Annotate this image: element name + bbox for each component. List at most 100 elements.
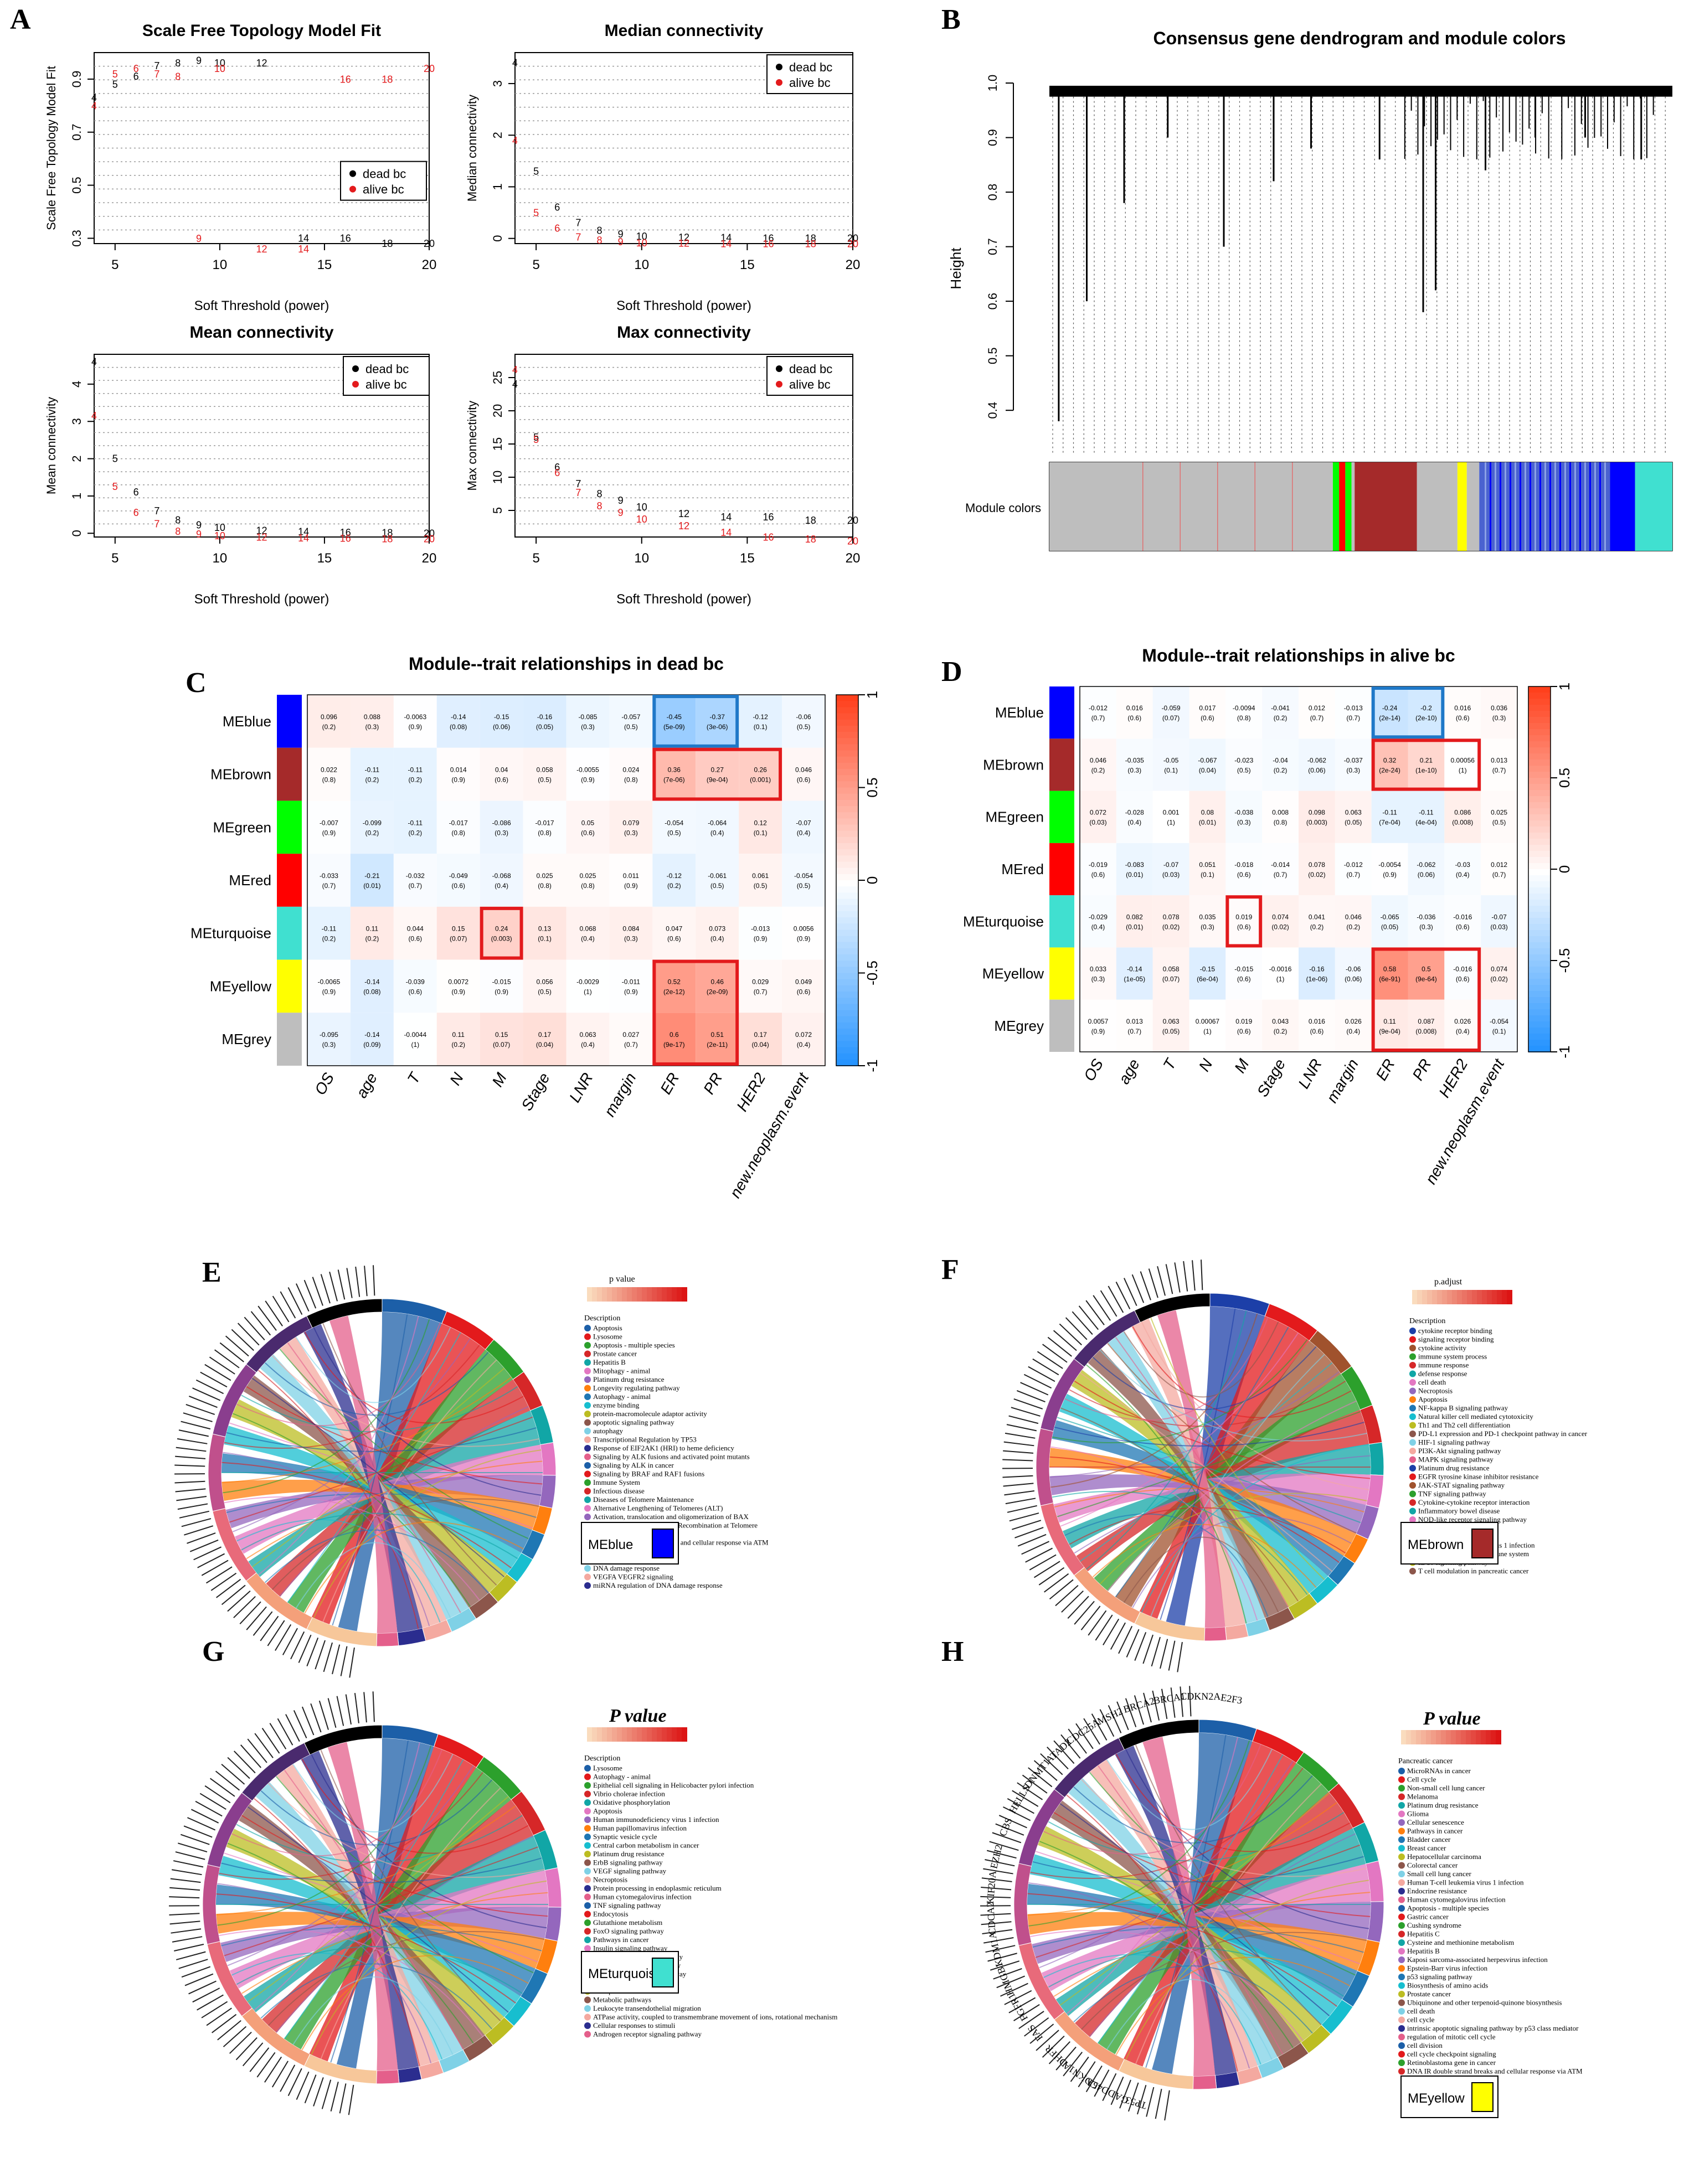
cell-pvalue: (0.6) <box>797 776 811 784</box>
chord-ribbon <box>287 1349 513 1613</box>
y-axis-label: Max connectivity <box>465 401 479 491</box>
column-label: OS <box>1080 1056 1106 1084</box>
gene-label-mark <box>217 2020 241 2041</box>
gene-label-mark <box>1005 1432 1036 1439</box>
point-dead-bc: 20 <box>424 528 435 539</box>
cell-pvalue: (0.3) <box>365 723 379 731</box>
gene-label-mark <box>1124 1278 1137 1307</box>
colorbar-step <box>1528 918 1551 925</box>
point-alive-bc: 12 <box>678 520 689 531</box>
gene-label-mark <box>206 2007 232 2026</box>
chord-thread <box>236 1815 523 1863</box>
point-dead-bc: 8 <box>596 488 602 499</box>
gene-label-mark <box>1033 1561 1060 1578</box>
pvalue-legend-step <box>1447 1290 1453 1304</box>
gene-label-mark <box>992 1832 1022 1844</box>
gene-label-mark <box>1005 1498 1036 1505</box>
term-legend-marker <box>584 1945 591 1952</box>
gene-label-mark <box>212 2013 237 2033</box>
gene-label-mark <box>210 1572 237 1591</box>
gene-label-mark <box>1042 1344 1068 1363</box>
cell-value: -0.011 <box>622 978 640 985</box>
point-dead-bc: 9 <box>196 519 202 530</box>
heatmap-cell <box>350 747 394 801</box>
chord-thread <box>1079 1372 1333 1572</box>
term-legend-marker <box>1409 1465 1416 1472</box>
y-tick-label: 3 <box>70 418 84 425</box>
gene-label-mark <box>1009 1512 1039 1522</box>
heatmap-cell <box>1299 791 1335 843</box>
x-axis-label: Soft Threshold (power) <box>194 298 329 313</box>
gene-label-mark <box>169 1920 200 1925</box>
cell-value: 0.08 <box>1201 809 1214 817</box>
cell-pvalue: (0.07) <box>1162 975 1180 983</box>
point-dead-bc: 12 <box>256 525 267 536</box>
heatmap-cell <box>1408 999 1445 1052</box>
cell-pvalue: (0.3) <box>322 1041 336 1049</box>
gene-label-mark <box>1183 1261 1188 1292</box>
cell-value: -0.0094 <box>1233 704 1255 712</box>
gene-label-mark <box>981 1877 1012 1882</box>
cell-value: -0.064 <box>708 819 727 827</box>
cell-value: -0.37 <box>710 713 725 721</box>
term-legend-label: Small cell lung cancer <box>1407 1870 1472 1878</box>
module-color-bar <box>1049 843 1074 896</box>
gene-label-mark <box>1136 2085 1147 2115</box>
heatmap-cell <box>480 854 523 907</box>
gene-label-mark <box>982 1929 1013 1935</box>
chord-thread <box>222 1462 512 1569</box>
heatmap-cell <box>393 747 437 801</box>
pvalue-legend-step <box>1436 1730 1441 1744</box>
cell-pvalue: (0.04) <box>1199 766 1216 774</box>
pvalue-legend-step <box>652 1287 657 1302</box>
row-label: MEturquoise <box>190 925 271 942</box>
term-legend-label: FoxO signaling pathway <box>593 1927 664 1935</box>
heatmap-cell <box>1080 791 1116 843</box>
pvalue-legend-step <box>1507 1290 1512 1304</box>
chord-ribbon <box>231 1399 507 1593</box>
cell-pvalue: (0.1) <box>754 723 768 731</box>
cell-pvalue: (0.9) <box>797 935 811 943</box>
colorbar-step <box>836 701 858 708</box>
term-legend-label: Cellular senescence <box>1407 1818 1464 1826</box>
pvalue-legend-step <box>1452 1290 1458 1304</box>
gene-label-mark <box>1085 2065 1103 2093</box>
row-label: MEblue <box>995 704 1044 721</box>
gene-label-mark <box>192 1387 221 1401</box>
chord-ribbon <box>224 1426 522 1574</box>
chord-ribbon <box>260 1354 469 1620</box>
chord-thread <box>1050 1446 1258 1621</box>
gene-label-mark <box>1020 1382 1049 1396</box>
heatmap-cell <box>782 695 825 748</box>
cell-value: -0.041 <box>1271 704 1290 712</box>
term-legend-label: immune system process <box>1418 1352 1487 1361</box>
gene-label-mark <box>227 1757 250 1779</box>
gene-label-mark <box>298 1634 312 1663</box>
legend-marker <box>349 185 356 193</box>
heatmap-D: Module--trait relationships in alive bcM… <box>963 646 1573 1187</box>
cell-pvalue: (0.8) <box>538 882 552 890</box>
cell-value: 0.058 <box>537 766 553 774</box>
chart-title: Module--trait relationships in dead bc <box>409 654 724 674</box>
term-legend-marker <box>1398 1999 1405 2006</box>
point-alive-bc: 5 <box>112 481 118 492</box>
term-legend-marker <box>1409 1413 1416 1420</box>
cell-value: 0.15 <box>495 1031 508 1039</box>
point-dead-bc: 18 <box>382 528 393 539</box>
heatmap-C: Module--trait relationships in dead bc ME… <box>190 654 880 1201</box>
point-dead-bc: 7 <box>575 218 581 229</box>
term-legend-label: intrinsic apoptotic signaling pathway by… <box>1407 2024 1579 2032</box>
cell-value: -0.007 <box>320 819 338 827</box>
term-legend-label: p53 signaling pathway <box>1407 1973 1472 1981</box>
gene-label-mark <box>1126 1629 1140 1658</box>
cell-value: -0.07 <box>796 819 811 827</box>
term-legend-label: MicroRNAs in cancer <box>1407 1767 1471 1775</box>
heatmap-cell <box>436 695 480 748</box>
chord-thread <box>224 1852 538 1963</box>
heatmap-cell <box>782 906 825 960</box>
cell-pvalue: (0.6) <box>581 829 595 837</box>
heatmap-cell <box>523 801 567 854</box>
term-legend-marker <box>584 2022 591 2029</box>
cell-pvalue: (0.1) <box>1201 871 1214 879</box>
